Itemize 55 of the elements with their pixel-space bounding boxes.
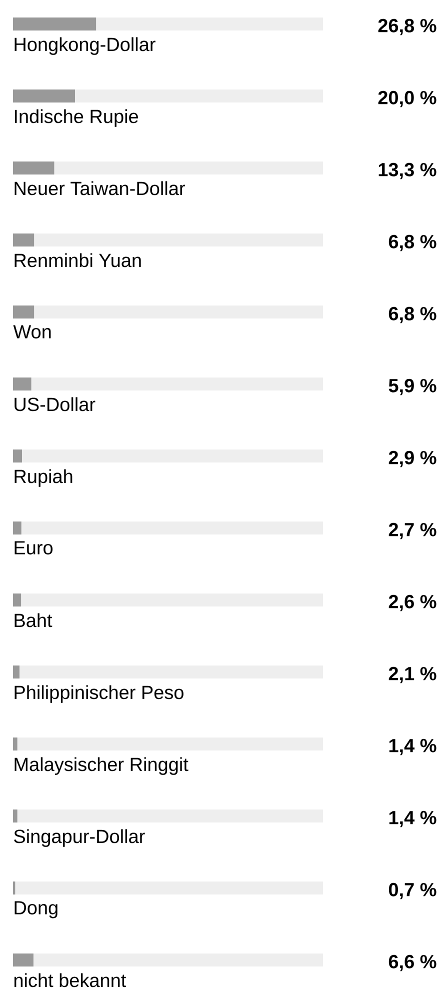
bar [13,450,22,463]
y-tick-label: Hongkong-Dollar [14,37,156,55]
bar [13,666,20,679]
bar [13,306,34,319]
y-tick-label: Singapur-Dollar [14,829,145,847]
bar [20,666,323,679]
data-label: 2,6 % [388,594,436,612]
bar [54,162,323,175]
y-tick-label: Philippinischer Peso [14,685,184,703]
y-tick-label: Renminbi Yuan [14,253,141,268]
bar [33,954,323,966]
y-tick-label: Malaysischer Ringgit [14,757,188,775]
bar [34,306,323,319]
bar [13,234,34,247]
bar [96,18,323,31]
bar [13,90,75,103]
y-tick-label: Euro [14,541,53,554]
data-label: 6,6 % [388,954,436,972]
y-tick-label: Neuer Taiwan-Dollar [14,181,185,196]
y-tick-label: US-Dollar [14,397,96,412]
data-label: 26,8 % [378,18,436,36]
bar [13,954,34,966]
bar [17,810,323,822]
bar [21,522,323,535]
data-label: 5,9 % [388,378,436,396]
bar [15,882,323,895]
data-label: 0,7 % [388,882,436,900]
bar [75,90,323,103]
data-label: 6,8 % [388,234,436,252]
bar [17,738,323,751]
y-tick-label: Indische Rupie [14,109,138,127]
y-tick-label: Won [13,325,51,338]
data-label: 6,8 % [388,306,436,324]
bar [13,522,22,535]
y-tick-label: nicht bekannt [14,973,126,988]
bar [13,738,18,751]
data-label: 20,0 % [378,90,436,108]
bar [13,18,96,31]
data-label: 1,4 % [389,738,436,756]
data-label: 2,7 % [388,522,436,540]
bar [13,594,22,607]
bar [34,234,323,247]
bar [13,162,54,175]
y-tick-label: Baht [14,613,52,628]
data-label: 1,4 % [389,810,436,828]
bar [13,378,32,391]
bar [13,810,18,822]
y-tick-label: Rupiah [14,469,72,487]
bar [21,594,323,607]
bar [22,450,323,463]
bar [31,378,323,391]
data-label: 2,1 % [388,666,436,684]
data-label: 13,3 % [378,162,436,180]
data-label: 2,9 % [388,450,436,468]
y-tick-label: Dong [14,901,58,918]
